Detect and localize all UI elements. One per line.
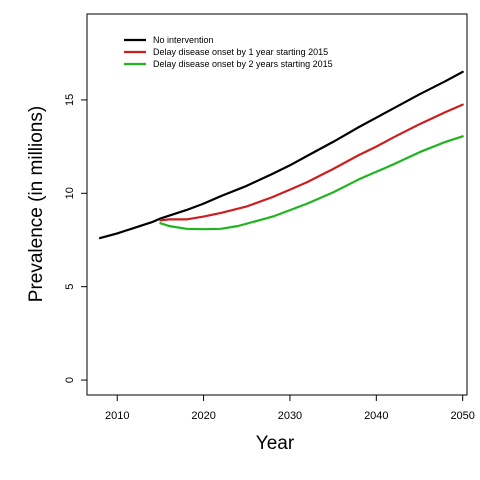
legend-label-1: No intervention: [153, 35, 214, 45]
legend-label-2: Delay disease onset by 1 year starting 2…: [153, 47, 328, 57]
y-axis-title: Prevalence (in millions): [26, 106, 47, 302]
series-line-2: [159, 103, 464, 222]
x-axis: 2010 2020 2030 2040 2050: [105, 395, 475, 422]
y-tick-label: 5: [64, 284, 76, 290]
y-tick-label: 0: [64, 377, 76, 383]
x-tick-label: 2010: [105, 410, 129, 422]
legend: No intervention Delay disease onset by 1 …: [124, 35, 333, 69]
x-tick-label: 2030: [278, 410, 302, 422]
x-tick-label: 2040: [364, 410, 388, 422]
series-lines: [98, 70, 464, 240]
x-tick-label: 2020: [191, 410, 215, 422]
y-tick-label: 10: [64, 187, 76, 199]
plot-frame: [86, 13, 468, 396]
x-axis-title: Year: [256, 433, 295, 454]
y-axis: 0 5 10 15: [64, 94, 87, 383]
series-line-3: [159, 135, 464, 231]
legend-label-3: Delay disease onset by 2 years starting …: [153, 59, 333, 69]
y-tick-label: 15: [64, 94, 76, 106]
x-tick-label: 2050: [450, 410, 474, 422]
series-line-1: [98, 70, 464, 240]
